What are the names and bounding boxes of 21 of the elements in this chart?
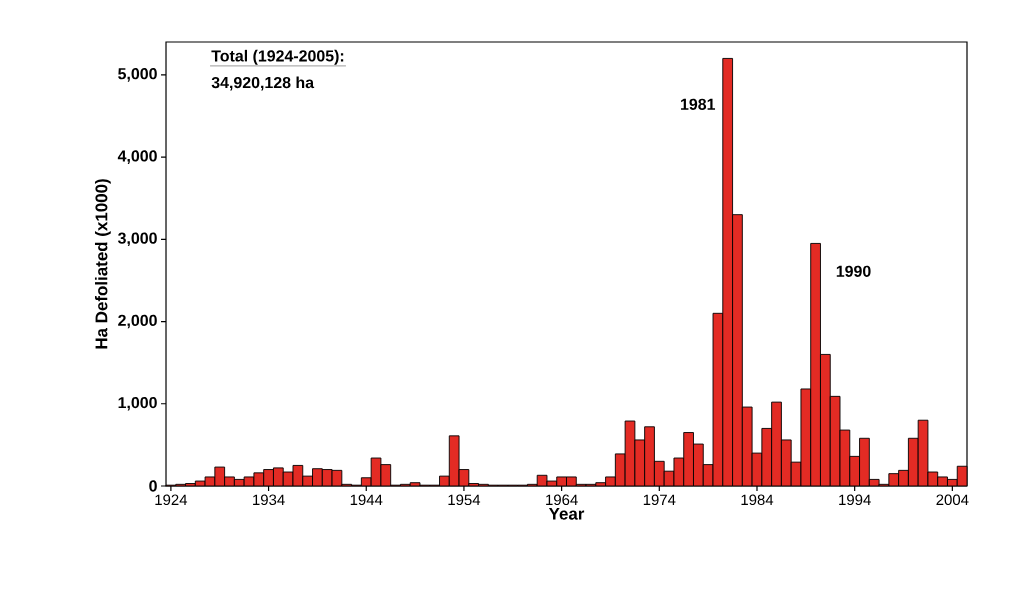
annotation: 1990	[836, 265, 871, 277]
x-tick-label: 1934	[253, 494, 285, 506]
y-tick-label: 5,000	[118, 68, 157, 82]
x-tick-label: 1944	[350, 494, 383, 506]
x-tick-label: 2004	[936, 494, 969, 506]
y-axis-title: Ha Defoliated (x1000)	[94, 179, 111, 349]
x-tick-label: 1974	[643, 494, 676, 506]
annotation: 34,920,128 ha	[211, 76, 315, 91]
y-tick-label: 2,000	[118, 314, 157, 329]
annotation: 1981	[681, 98, 716, 110]
y-tick-label: 4,000	[117, 150, 157, 164]
x-tick-label: 1924	[155, 494, 188, 506]
y-tick-label: 1,000	[118, 396, 157, 411]
x-tick-label: 1954	[448, 494, 481, 506]
y-tick-label: 3,000	[117, 232, 157, 247]
annotation: Total (1924-2005):	[211, 49, 344, 65]
x-axis-title: Year	[548, 507, 585, 520]
y-tick-label: 0	[149, 480, 157, 492]
x-tick-label: 1994	[839, 494, 871, 506]
x-tick-label: 1964	[546, 494, 578, 506]
x-tick-label: 1984	[741, 494, 774, 506]
